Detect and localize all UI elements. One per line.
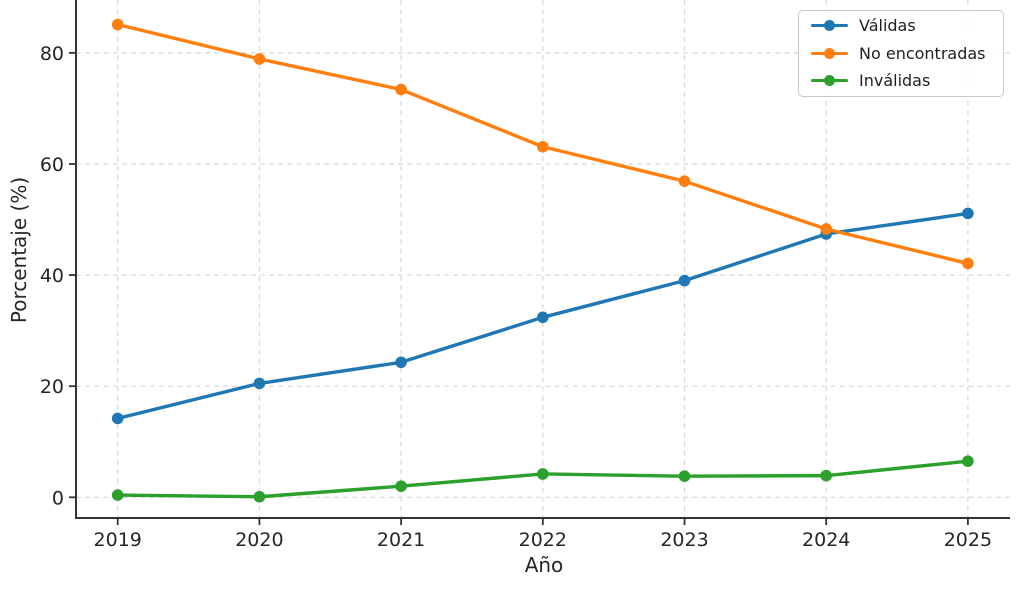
data-point-Inválidas-2025: [962, 455, 974, 467]
y-tick-label-0: 0: [52, 487, 64, 509]
legend-line-marker-icon: [811, 47, 848, 59]
y-tick-label-40: 40: [40, 265, 64, 287]
data-point-Válidas-2022: [537, 311, 549, 324]
data-point-Válidas-2020: [253, 377, 266, 390]
y-tick-label-60: 60: [40, 154, 64, 176]
y-tick-label-20: 20: [40, 376, 64, 398]
legend-label: Válidas: [859, 16, 916, 36]
x-tick-label-2023: 2023: [660, 529, 708, 551]
data-point-No encontradas-2025: [962, 257, 974, 270]
legend-entry-No encontradas: No encontradas: [811, 40, 991, 68]
legend-entry-Inválidas: Inválidas: [811, 67, 991, 95]
data-point-Válidas-2025: [962, 207, 974, 220]
data-point-Inválidas-2019: [111, 489, 124, 501]
data-point-No encontradas-2021: [395, 83, 407, 96]
legend-label: Inválidas: [859, 71, 931, 91]
data-point-No encontradas-2023: [678, 175, 691, 187]
x-tick-label-2025: 2025: [944, 529, 992, 551]
legend-line-marker-icon: [811, 20, 848, 32]
data-point-No encontradas-2019: [111, 18, 124, 31]
data-point-Inválidas-2020: [253, 490, 266, 503]
y-tick-label-80: 80: [40, 43, 64, 65]
data-point-No encontradas-2024: [820, 223, 832, 235]
x-tick-label-2020: 2020: [235, 529, 283, 551]
data-point-Inválidas-2023: [678, 470, 691, 482]
data-point-Inválidas-2024: [820, 469, 832, 482]
legend-entry-Válidas: Válidas: [811, 12, 991, 40]
x-tick-label-2019: 2019: [94, 529, 142, 551]
data-point-Válidas-2023: [678, 274, 691, 287]
legend-label: No encontradas: [859, 43, 986, 63]
x-tick-label-2021: 2021: [377, 529, 425, 551]
legend: Válidas No encontradas Inválidas: [798, 10, 1004, 97]
y-axis-label: Porcentaje (%): [7, 177, 31, 323]
data-point-Válidas-2019: [111, 412, 124, 425]
legend-line-marker-icon: [811, 75, 848, 87]
x-axis-label: Año: [525, 553, 564, 577]
x-tick-label-2024: 2024: [802, 529, 850, 551]
data-point-No encontradas-2020: [253, 53, 266, 65]
data-point-Válidas-2021: [395, 356, 407, 369]
data-point-No encontradas-2022: [537, 140, 549, 153]
data-point-Inválidas-2022: [537, 468, 549, 480]
data-point-Inválidas-2021: [395, 480, 407, 492]
x-tick-label-2022: 2022: [519, 529, 567, 551]
